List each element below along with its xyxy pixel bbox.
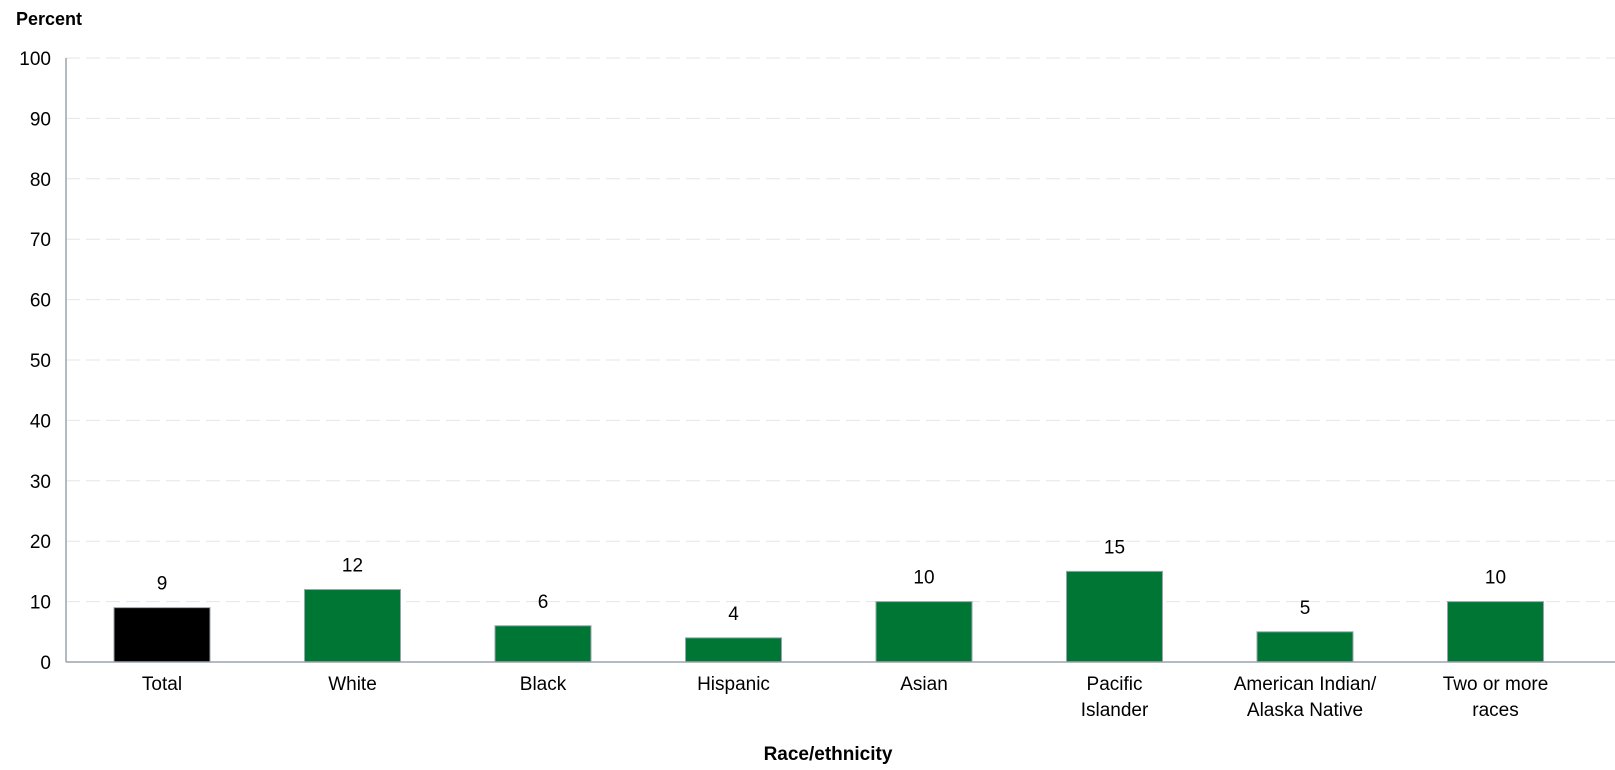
bar	[113, 607, 211, 663]
y-tick-label: 50	[30, 351, 51, 372]
data-label: 5	[1300, 598, 1311, 619]
data-labels: 9 12 6 4 10 15 5 10	[157, 537, 1506, 624]
y-axis-ticks: 0 10 20 30 40 50 60 70 80 90 100	[19, 49, 51, 674]
data-label: 6	[538, 592, 549, 613]
bars	[113, 570, 1544, 663]
y-tick-label: 10	[30, 593, 51, 614]
y-tick-label: 60	[30, 291, 51, 312]
category-label: Total	[142, 674, 182, 695]
data-label: 10	[1485, 568, 1506, 589]
category-label: Hispanic	[697, 674, 770, 695]
data-label: 10	[913, 568, 934, 589]
y-tick-label: 80	[30, 170, 51, 191]
x-axis-title: Race/ethnicity	[764, 744, 893, 765]
bar	[875, 601, 973, 663]
gridlines	[66, 57, 1615, 603]
y-tick-label: 100	[19, 49, 51, 70]
data-label: 12	[342, 556, 363, 577]
y-tick-label: 30	[30, 472, 51, 493]
category-label: White	[328, 674, 377, 695]
category-label: Pacific Islander	[1081, 674, 1149, 721]
category-label: Asian	[900, 674, 948, 695]
category-label: Two or more races	[1443, 674, 1549, 721]
bar	[685, 637, 782, 663]
y-tick-label: 70	[30, 230, 51, 251]
data-label: 9	[157, 574, 168, 595]
category-labels: Total White Black Hispanic Asian Pacific Islan…	[142, 674, 1548, 721]
y-tick-label: 0	[40, 653, 51, 674]
bar	[1066, 570, 1163, 663]
bar	[1256, 631, 1354, 663]
bar	[494, 625, 592, 663]
bar	[304, 589, 401, 663]
category-label: Black	[520, 674, 567, 695]
bar	[1447, 601, 1544, 663]
data-label: 15	[1104, 537, 1125, 558]
y-axis-title: Percent	[16, 9, 82, 29]
category-label: American Indian/Alaska Native	[1234, 674, 1377, 721]
y-tick-label: 40	[30, 411, 51, 432]
data-label: 4	[728, 604, 739, 625]
y-tick-label: 90	[30, 109, 51, 130]
y-tick-label: 20	[30, 532, 51, 553]
